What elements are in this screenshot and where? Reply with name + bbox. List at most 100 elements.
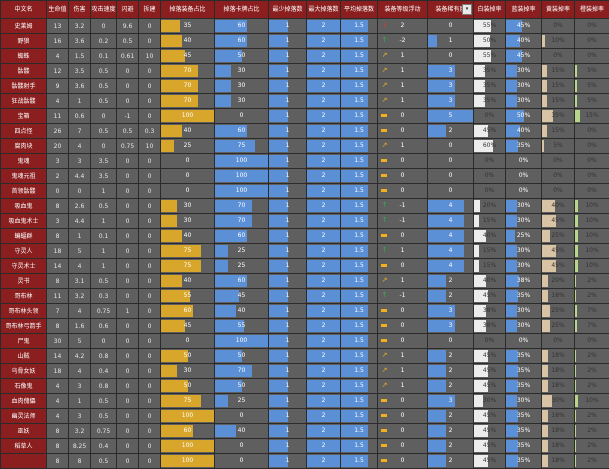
yellow-rate-cell[interactable]: 0% <box>542 154 575 169</box>
max-drop-cell[interactable]: 2 <box>307 334 341 349</box>
rarity-cell[interactable]: 2 <box>428 424 474 439</box>
orange-rate-cell[interactable]: 5% <box>575 64 609 79</box>
card-ratio-cell[interactable]: 40 <box>215 304 269 319</box>
max-drop-cell[interactable]: 2 <box>307 274 341 289</box>
max-drop-cell[interactable]: 2 <box>307 19 341 34</box>
dodge-cell[interactable]: 0 <box>117 319 139 334</box>
attack-speed-cell[interactable]: 0.1 <box>91 229 117 244</box>
white-rate-cell[interactable]: 38% <box>474 304 506 319</box>
yellow-rate-cell[interactable]: 0% <box>542 19 575 34</box>
blue-rate-cell[interactable]: 30% <box>506 304 542 319</box>
equip-ratio-cell[interactable]: 45 <box>161 319 215 334</box>
hp-cell[interactable]: 14 <box>47 259 69 274</box>
dodge-cell[interactable]: 0 <box>117 289 139 304</box>
avg-drop-cell[interactable]: 1.5 <box>341 364 378 379</box>
monster-name-cell[interactable]: 山贼 <box>1 349 47 364</box>
avg-drop-cell[interactable]: 1.5 <box>341 214 378 229</box>
min-drop-cell[interactable]: 1 <box>269 64 307 79</box>
orange-rate-cell[interactable]: 10% <box>575 394 609 409</box>
yellow-rate-cell[interactable]: 18% <box>542 379 575 394</box>
dodge-cell[interactable]: 0 <box>117 454 139 469</box>
rarity-cell[interactable]: 3 <box>428 79 474 94</box>
card-ratio-cell[interactable]: 100 <box>215 184 269 199</box>
orange-rate-cell[interactable]: 2% <box>575 274 609 289</box>
dodge-cell[interactable]: 0 <box>117 394 139 409</box>
hp-cell[interactable]: 26 <box>47 124 69 139</box>
level-float-cell[interactable]: ↗1 <box>378 64 428 79</box>
attack-speed-cell[interactable]: 0.2 <box>91 34 117 49</box>
white-rate-cell[interactable]: 45% <box>474 379 506 394</box>
monster-name-cell[interactable]: 野狼 <box>1 34 47 49</box>
card-ratio-cell[interactable]: 25 <box>215 244 269 259</box>
monster-name-cell[interactable]: 乌骨女妖 <box>1 364 47 379</box>
attack-speed-cell[interactable]: 1 <box>91 244 117 259</box>
build-cell[interactable]: 0 <box>139 79 161 94</box>
damage-cell[interactable]: 3.2 <box>69 19 91 34</box>
white-rate-cell[interactable]: 0% <box>474 334 506 349</box>
damage-cell[interactable]: 3 <box>69 154 91 169</box>
header-card-ratio[interactable]: 掉落卡牌占比 <box>215 1 269 19</box>
rarity-cell[interactable]: 2 <box>428 349 474 364</box>
equip-ratio-cell[interactable]: 55 <box>161 289 215 304</box>
equip-ratio-cell[interactable]: 100 <box>161 409 215 424</box>
dodge-cell[interactable]: 0.5 <box>117 34 139 49</box>
level-float-cell[interactable]: ↑1 <box>378 244 428 259</box>
yellow-rate-cell[interactable]: 25% <box>542 319 575 334</box>
card-ratio-cell[interactable]: 50 <box>215 49 269 64</box>
damage-cell[interactable]: 8.25 <box>69 439 91 454</box>
hp-cell[interactable]: 8 <box>47 274 69 289</box>
hp-cell[interactable]: 8 <box>47 424 69 439</box>
damage-cell[interactable]: 1 <box>69 394 91 409</box>
card-ratio-cell[interactable]: 30 <box>215 94 269 109</box>
max-drop-cell[interactable]: 2 <box>307 79 341 94</box>
rarity-cell[interactable]: 4 <box>428 199 474 214</box>
level-float-cell[interactable]: ↑-1 <box>378 214 428 229</box>
rarity-cell[interactable]: 3 <box>428 319 474 334</box>
card-ratio-cell[interactable]: 60 <box>215 124 269 139</box>
orange-rate-cell[interactable]: 2% <box>575 409 609 424</box>
min-drop-cell[interactable]: 1 <box>269 79 307 94</box>
yellow-rate-cell[interactable]: 45% <box>542 259 575 274</box>
white-rate-cell[interactable]: 15% <box>474 244 506 259</box>
blue-rate-cell[interactable]: 40% <box>506 34 542 49</box>
card-ratio-cell[interactable]: 30 <box>215 64 269 79</box>
avg-drop-cell[interactable]: 1.5 <box>341 184 378 199</box>
level-float-cell[interactable]: 0 <box>378 334 428 349</box>
level-float-cell[interactable]: 0 <box>378 259 428 274</box>
max-drop-cell[interactable]: 2 <box>307 289 341 304</box>
header-damage[interactable]: 伤害 <box>69 1 91 19</box>
attack-speed-cell[interactable]: 1 <box>91 214 117 229</box>
equip-ratio-cell[interactable]: 0 <box>161 169 215 184</box>
max-drop-cell[interactable]: 2 <box>307 64 341 79</box>
min-drop-cell[interactable]: 1 <box>269 259 307 274</box>
monster-name-cell[interactable]: 血肉傀儡 <box>1 394 47 409</box>
white-rate-cell[interactable]: 38% <box>474 319 506 334</box>
card-ratio-cell[interactable]: 60 <box>215 229 269 244</box>
white-rate-cell[interactable]: 55% <box>474 19 506 34</box>
attack-speed-cell[interactable]: 0.75 <box>91 424 117 439</box>
attack-speed-cell[interactable]: 3.5 <box>91 154 117 169</box>
blue-rate-cell[interactable]: 35% <box>506 409 542 424</box>
max-drop-cell[interactable]: 2 <box>307 124 341 139</box>
monster-name-cell[interactable]: 幽灵法师 <box>1 409 47 424</box>
build-cell[interactable]: 0 <box>139 319 161 334</box>
rarity-cell[interactable]: 0 <box>428 154 474 169</box>
max-drop-cell[interactable]: 2 <box>307 229 341 244</box>
monster-name-cell[interactable]: 狂战骷髅 <box>1 94 47 109</box>
monster-name-cell[interactable] <box>1 454 47 469</box>
equip-ratio-cell[interactable]: 40 <box>161 34 215 49</box>
orange-rate-cell[interactable]: 10% <box>575 199 609 214</box>
yellow-rate-cell[interactable]: 5% <box>542 139 575 154</box>
card-ratio-cell[interactable]: 100 <box>215 334 269 349</box>
damage-cell[interactable]: 3.6 <box>69 79 91 94</box>
equip-ratio-cell[interactable]: 35 <box>161 19 215 34</box>
hp-cell[interactable]: 20 <box>47 139 69 154</box>
orange-rate-cell[interactable]: 0% <box>575 169 609 184</box>
min-drop-cell[interactable]: 1 <box>269 424 307 439</box>
card-ratio-cell[interactable]: 40 <box>215 424 269 439</box>
damage-cell[interactable]: 4 <box>69 139 91 154</box>
build-cell[interactable]: 0 <box>139 379 161 394</box>
white-rate-cell[interactable]: 15% <box>474 214 506 229</box>
min-drop-cell[interactable]: 1 <box>269 139 307 154</box>
avg-drop-cell[interactable]: 1.5 <box>341 139 378 154</box>
